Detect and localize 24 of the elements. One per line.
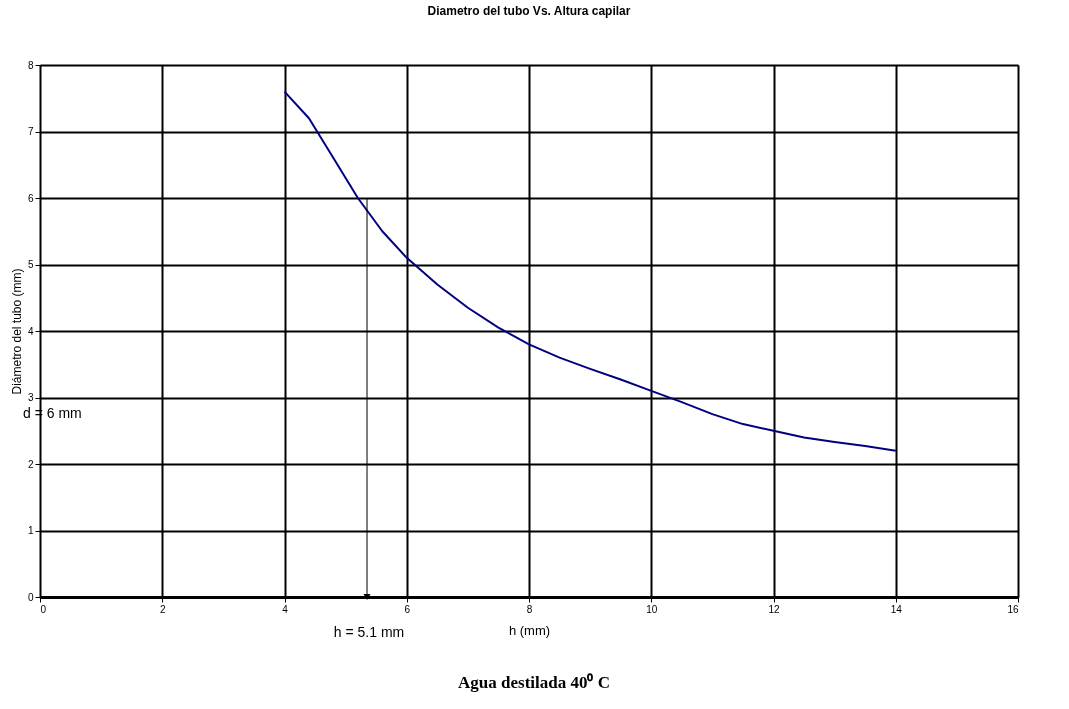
line-series — [283, 90, 897, 452]
y-tick-label: 2 — [27, 458, 34, 470]
y-tick-label: 6 — [27, 192, 34, 204]
x-axis-title: h (mm) — [508, 622, 551, 638]
y-axis-title: Diámetro del tubo (mm) — [9, 268, 24, 395]
x-tick-label: 0 — [40, 603, 47, 615]
x-tick-label: 16 — [1007, 603, 1019, 615]
x-tick-label: 4 — [282, 603, 289, 615]
x-tick-label: 6 — [404, 603, 411, 615]
y-tick-label: 5 — [27, 259, 34, 270]
x-tick-label: 2 — [159, 603, 166, 615]
text: h = 5.1 mm — [333, 624, 405, 640]
y-tick-label: 3 — [27, 392, 34, 403]
chart-title: Diametro del tubo Vs. Altura capilar — [427, 4, 631, 18]
x-tick-label: 12 — [768, 603, 780, 615]
y-tick-label: 4 — [27, 325, 34, 337]
y-tick-label: 7 — [27, 126, 34, 137]
x-tick-label: 8 — [526, 603, 533, 615]
x-tick-label: 14 — [890, 603, 903, 615]
x-tick-label: 10 — [646, 603, 658, 615]
text: Agua destilada 40⁰ C — [458, 673, 610, 692]
y-tick-label: 0 — [27, 591, 34, 603]
y-tick-label: 1 — [27, 525, 34, 536]
y-tick-label: 8 — [27, 59, 34, 71]
